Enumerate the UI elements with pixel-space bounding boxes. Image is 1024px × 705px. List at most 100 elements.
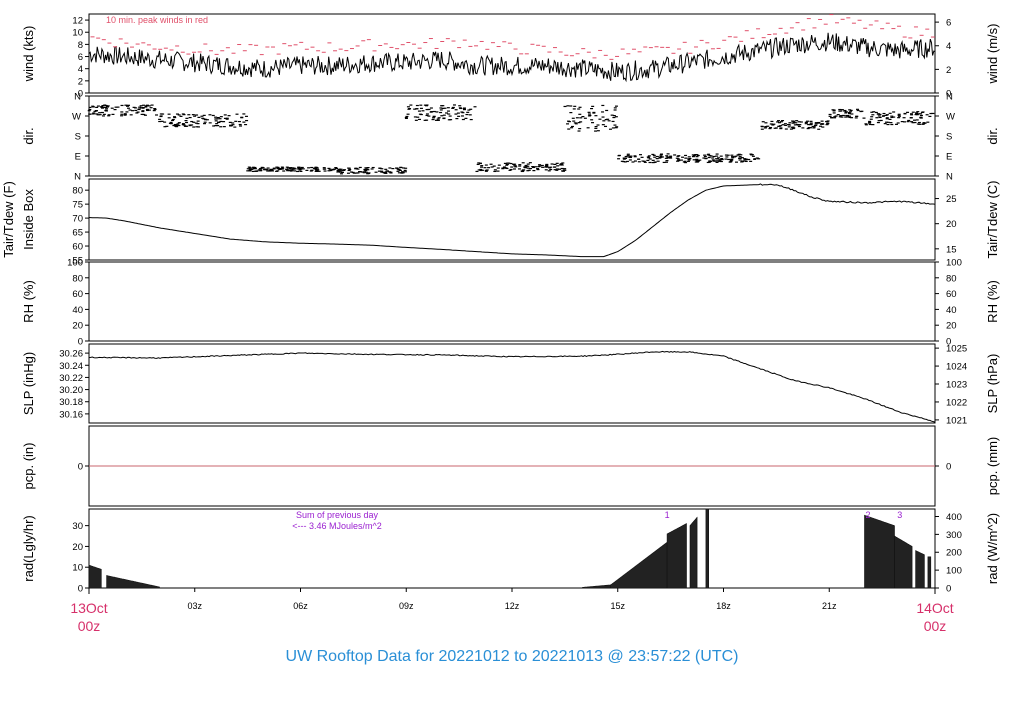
temp-left-tick-label: 80 — [72, 186, 83, 197]
x-tick-label: 18z — [716, 601, 731, 611]
rad-marker-label: 1 — [665, 510, 670, 520]
dir-right-tick-label: N — [946, 172, 953, 183]
slp-left-tick-label: 30.18 — [59, 397, 83, 408]
temp-right-tick-label: 20 — [946, 219, 957, 230]
slp-left-tick-label: 30.22 — [59, 373, 83, 384]
rh-left-tick-label: 100 — [67, 258, 83, 269]
rh-right-tick-label: 20 — [946, 321, 957, 332]
slp-left-tick-label: 30.20 — [59, 385, 83, 396]
wind-panel-frame — [88, 13, 936, 94]
rad-left-label: rad(Lgly/hr) — [21, 515, 36, 581]
rh-panel-frame — [88, 261, 936, 342]
slp-right-tick-label: 1023 — [946, 380, 967, 391]
rad-area — [689, 516, 698, 589]
x-tick-label: 15z — [610, 601, 625, 611]
wind-left-tick-label: 4 — [78, 64, 83, 75]
slp-left-tick-label: 30.24 — [59, 361, 83, 372]
dir-left-tick-label: S — [75, 132, 81, 143]
temp-left-tick-label: 75 — [72, 200, 83, 211]
x-tick-label: 21z — [822, 601, 837, 611]
temp-left-tick-label: 60 — [72, 242, 83, 253]
rh-right-tick-label: 80 — [946, 273, 957, 284]
rad-area — [88, 564, 102, 589]
temp-right-tick-label: 25 — [946, 194, 957, 205]
slp-left-tick-label: 30.26 — [59, 349, 83, 360]
rad-left-tick-label: 20 — [72, 542, 83, 553]
slp-line — [88, 350, 936, 423]
pcp-left-label: pcp. (in) — [21, 443, 36, 490]
slp-left-label: SLP (inHg) — [21, 352, 36, 415]
wind-speed-line — [88, 32, 936, 83]
wind-right-tick-label: 2 — [946, 65, 951, 76]
x-tick-label: 03z — [187, 601, 202, 611]
wind-annotation: 10 min. peak winds in red — [106, 15, 208, 25]
rad-right-tick-label: 100 — [946, 566, 962, 577]
temp-left-label-2: Inside Box — [21, 189, 36, 250]
slp-left-tick-label: 30.16 — [59, 409, 83, 420]
x-end-hour: 00z — [924, 618, 947, 634]
temp-left-tick-label: 65 — [72, 228, 83, 239]
wind-left-label: wind (kts) — [21, 26, 36, 83]
rh-right-label: RH (%) — [985, 280, 1000, 323]
wind-left-tick-label: 12 — [72, 16, 83, 27]
wind-left-tick-label: 2 — [78, 76, 83, 87]
rh-right-tick-label: 40 — [946, 305, 957, 316]
slp-right-tick-label: 1021 — [946, 415, 967, 426]
rad-right-label: rad (W/m^2) — [985, 513, 1000, 584]
rad-area — [106, 575, 160, 589]
rh-left-tick-label: 20 — [72, 321, 83, 332]
rad-right-tick-label: 200 — [946, 548, 962, 559]
chart-title: UW Rooftop Data for 20221012 to 20221013… — [285, 648, 739, 665]
temp-right-tick-label: 15 — [946, 244, 957, 255]
rad-area — [666, 523, 687, 589]
rad-left-tick-label: 10 — [72, 563, 83, 574]
x-tick-label: 09z — [399, 601, 414, 611]
slp-right-tick-label: 1022 — [946, 397, 967, 408]
rh-left-tick-label: 60 — [72, 289, 83, 300]
x-start-date: 13Oct — [70, 600, 107, 616]
rad-right-tick-label: 400 — [946, 512, 962, 523]
dir-right-tick-label: S — [946, 132, 952, 143]
slp-right-tick-label: 1024 — [946, 362, 967, 373]
rad-right-tick-label: 0 — [946, 584, 951, 595]
temp-left-tick-label: 55 — [72, 256, 83, 267]
rh-right-tick-label: 100 — [946, 258, 962, 269]
wind-left-tick-label: 0 — [78, 89, 83, 100]
rad-area — [894, 535, 913, 589]
temp-line — [88, 183, 936, 258]
rad-area — [610, 541, 668, 589]
slp-right-tick-label: 1025 — [946, 344, 967, 355]
wind-right-tick-label: 4 — [946, 41, 951, 52]
rad-marker-label: 2 — [866, 510, 871, 520]
dir-right-tick-label: W — [946, 112, 955, 123]
dir-left-tick-label: E — [75, 152, 81, 163]
rad-area — [582, 584, 611, 589]
rh-left-tick-label: 80 — [72, 273, 83, 284]
temp-panel-frame — [88, 178, 936, 261]
rh-left-tick-label: 40 — [72, 305, 83, 316]
rh-right-tick-label: 0 — [946, 337, 951, 348]
rh-right-tick-label: 60 — [946, 289, 957, 300]
rad-annotation-line2: <--- 3.46 MJoules/m^2 — [292, 521, 382, 531]
pcp-left-tick-label: 0 — [78, 462, 83, 473]
temp-left-tick-label: 70 — [72, 214, 83, 225]
rad-left-tick-label: 30 — [72, 521, 83, 532]
x-tick-label: 06z — [293, 601, 308, 611]
rad-marker-label: 3 — [897, 510, 902, 520]
temp-right-label: Tair/Tdew (C) — [985, 180, 1000, 258]
wind-right-tick-label: 6 — [946, 18, 951, 29]
rad-panel-frame — [88, 508, 936, 589]
wind-right-label: wind (m/s) — [985, 24, 1000, 85]
dir-left-tick-label: W — [72, 112, 81, 123]
rad-annotation-line1: Sum of previous day — [296, 510, 379, 520]
slp-right-label: SLP (hPa) — [985, 354, 1000, 414]
wind-right-tick-label: 0 — [946, 89, 951, 100]
rh-left-label: RH (%) — [21, 280, 36, 323]
pcp-right-tick-label: 0 — [946, 462, 951, 473]
rad-right-tick-label: 300 — [946, 530, 962, 541]
x-end-date: 14Oct — [916, 600, 953, 616]
temp-left-label-1: Tair/Tdew (F) — [1, 181, 16, 258]
dir-right-label: dir. — [985, 127, 1000, 144]
